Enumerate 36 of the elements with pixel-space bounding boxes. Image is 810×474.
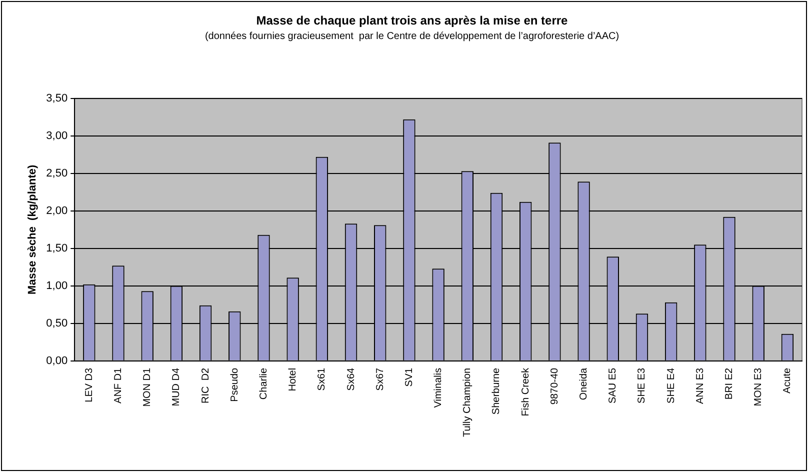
x-tick-label: 9870-40: [549, 367, 560, 405]
y-axis-title: Masse sèche (kg/plante): [26, 164, 39, 294]
x-tick-label: SHE E3: [636, 367, 648, 404]
x-tick-label: Oneida: [578, 367, 590, 400]
y-tick-label: 3,00: [46, 130, 68, 142]
x-tick-label: RIC D2: [200, 367, 212, 404]
x-tick-label: MUD D4: [171, 367, 182, 406]
x-tick-label: Sx61: [316, 367, 328, 391]
x-tick-label: MON E3: [753, 367, 764, 406]
x-tick-label: SHE E4: [666, 367, 677, 404]
y-tick-label: 2,50: [46, 167, 68, 180]
x-tick-label: Sx64: [346, 367, 357, 391]
x-tick-label: MON D1: [142, 367, 154, 407]
x-tick-label: Pseudo: [229, 367, 240, 402]
x-tick-label: Sherburne: [491, 367, 502, 415]
x-tick-label: ANF D1: [113, 367, 124, 404]
y-tick-label: 1,50: [46, 242, 68, 254]
x-tick-label: Hotel: [288, 368, 299, 392]
chart-subtitle: (données fournies gracieusement par le Centre de développement de l’agroforesterie d’AAC): [204, 31, 620, 42]
x-tick-label: LEV D3: [84, 367, 95, 402]
x-tick-label: Acute: [782, 367, 794, 394]
y-tick-label: 2,00: [46, 204, 68, 217]
x-tick-label: ANN E3: [694, 367, 706, 404]
y-tick-label: 3,50: [46, 92, 68, 104]
y-tick-label: 0,50: [46, 317, 68, 330]
chart-title: Masse de chaque plant trois ans après la mise en terre: [256, 14, 568, 28]
y-tick-label: 0,00: [46, 354, 68, 367]
x-tick-label: BRI E2: [724, 367, 736, 400]
x-tick-label: Fish Creek: [520, 366, 532, 416]
x-tick-label: SAU E5: [608, 367, 619, 404]
x-tick-label: Sx67: [374, 367, 386, 391]
x-tick-label: SV1: [404, 367, 415, 387]
x-tick-label: Charlie: [258, 367, 270, 400]
x-tick-label: Viminalis: [433, 368, 444, 408]
y-tick-label: 1,00: [46, 280, 68, 292]
x-tick-label: Tully Champion: [462, 368, 474, 438]
